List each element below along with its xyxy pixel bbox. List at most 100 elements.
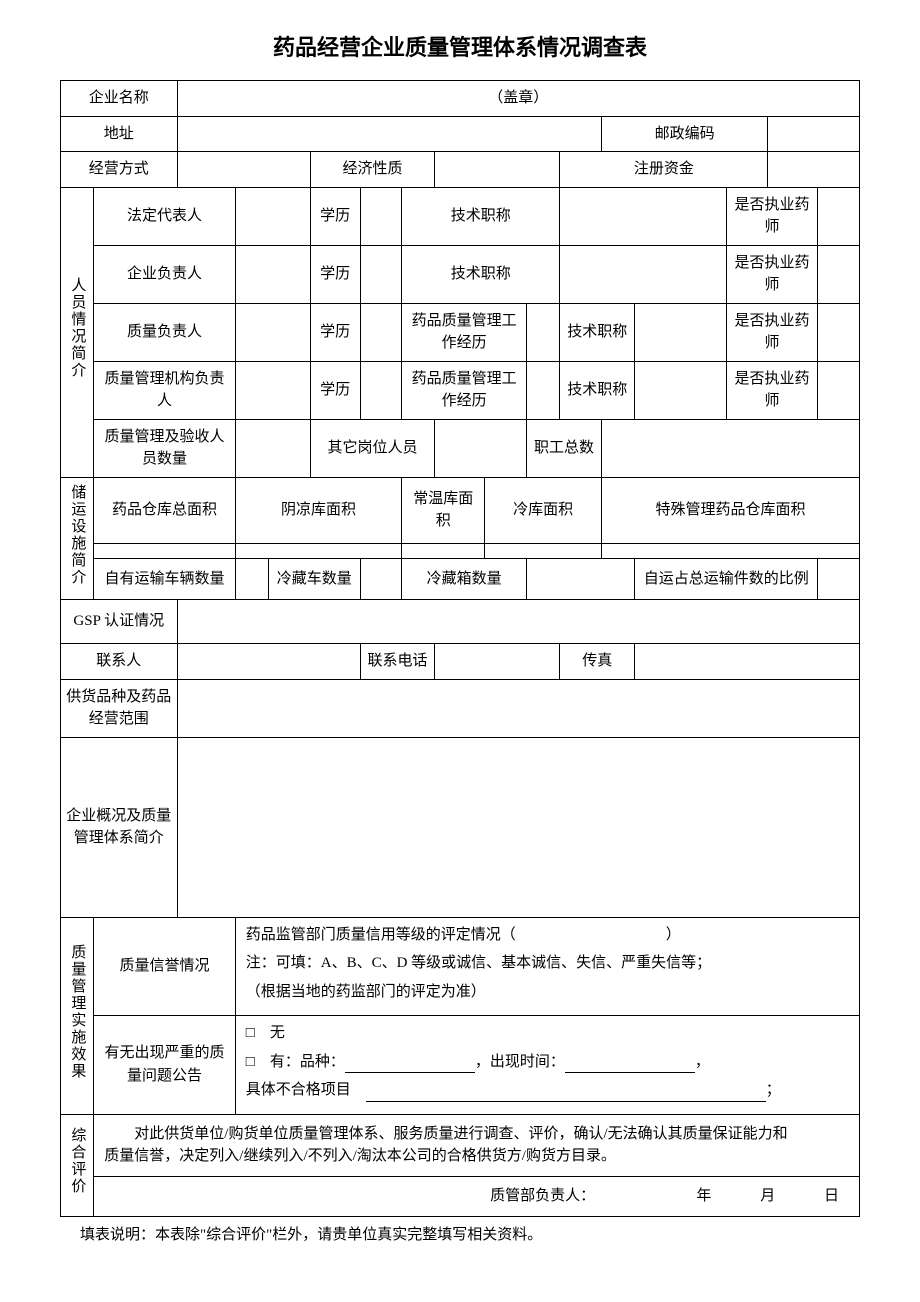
- warehouse-area-label: 药品仓库总面积: [94, 477, 235, 544]
- ent-overview-label: 企业概况及质量管理体系简介: [61, 737, 178, 917]
- qa-org-manager-pharmacist-cell[interactable]: [818, 361, 860, 419]
- legal-rep-title-cell[interactable]: [560, 187, 726, 245]
- signature-row[interactable]: 质管部负责人： 年 月 日: [94, 1176, 860, 1216]
- ent-manager-pharmacist-cell[interactable]: [818, 245, 860, 303]
- biz-mode-label: 经营方式: [61, 152, 178, 188]
- qa-staff-count-label: 质量管理及验收人员数量: [94, 419, 235, 477]
- company-name-label: 企业名称: [61, 81, 178, 117]
- qa-manager-label: 质量负责人: [94, 303, 235, 361]
- room-temp-area-cell[interactable]: [402, 544, 485, 559]
- cold-boxes-label: 冷藏箱数量: [402, 559, 527, 600]
- postal-cell[interactable]: [768, 116, 860, 152]
- self-ratio-label: 自运占总运输件数的比例: [635, 559, 818, 600]
- contact-label: 联系人: [61, 644, 178, 680]
- credit-line-2: 注：可填：A、B、C、D 等级或诚信、基本诚信、失信、严重失信等；: [246, 952, 855, 975]
- company-name-cell[interactable]: （盖章）: [177, 81, 860, 117]
- pharmacist-label-3: 是否执业药师: [726, 303, 818, 361]
- legal-rep-edu-cell[interactable]: [360, 187, 402, 245]
- qa-org-manager-exp-cell[interactable]: [527, 361, 560, 419]
- survey-table: 企业名称 （盖章） 地址 邮政编码 经营方式 经济性质 注册资金 人员情况简介 …: [60, 80, 860, 1217]
- supply-scope-label: 供货品种及药品经营范围: [61, 679, 178, 737]
- cool-area-label: 阴凉库面积: [235, 477, 401, 544]
- footer-note: 填表说明：本表除"综合评价"栏外，请贵单位真实完整填写相关资料。: [60, 1223, 860, 1244]
- cold-vehicles-label: 冷藏车数量: [269, 559, 361, 600]
- special-area-cell[interactable]: [601, 544, 859, 559]
- self-ratio-cell[interactable]: [818, 559, 860, 600]
- ent-overview-cell[interactable]: [177, 737, 860, 917]
- edu-label-3: 学历: [310, 303, 360, 361]
- credit-line-3: （根据当地的药监部门的评定为准）: [246, 981, 855, 1004]
- edu-label-2: 学历: [310, 245, 360, 303]
- tech-title-label-2: 技术职称: [402, 245, 560, 303]
- pharmacist-label-4: 是否执业药师: [726, 361, 818, 419]
- issues-label: 有无出现严重的质量问题公告: [94, 1016, 235, 1115]
- cold-boxes-cell[interactable]: [527, 559, 635, 600]
- contact-cell[interactable]: [177, 644, 360, 680]
- cold-vehicles-cell[interactable]: [360, 559, 402, 600]
- phone-cell[interactable]: [435, 644, 560, 680]
- qa-staff-count-cell[interactable]: [235, 419, 310, 477]
- pharmacist-label-1: 是否执业药师: [726, 187, 818, 245]
- gsp-cell[interactable]: [177, 600, 860, 644]
- qa-org-manager-label: 质量管理机构负责人: [94, 361, 235, 419]
- qa-manager-edu-cell[interactable]: [360, 303, 402, 361]
- legal-rep-pharmacist-cell[interactable]: [818, 187, 860, 245]
- tech-title-label: 技术职称: [402, 187, 560, 245]
- legal-rep-label: 法定代表人: [94, 187, 235, 245]
- issue-have-row[interactable]: □ 有：品种：，出现时间：，: [246, 1051, 855, 1074]
- own-vehicles-label: 自有运输车辆数量: [94, 559, 235, 600]
- special-area-label: 特殊管理药品仓库面积: [601, 477, 859, 544]
- overall-text-cell: 对此供货单位/购货单位质量管理体系、服务质量进行调查、评价，确认/无法确认其质量…: [94, 1114, 860, 1176]
- reg-capital-label: 注册资金: [560, 152, 768, 188]
- other-posts-cell[interactable]: [435, 419, 527, 477]
- reg-capital-cell[interactable]: [768, 152, 860, 188]
- overall-section-label: 综合评价: [61, 1114, 94, 1216]
- gsp-label: GSP 认证情况: [61, 600, 178, 644]
- drug-qa-exp-label-2: 药品质量管理工作经历: [402, 361, 527, 419]
- ent-manager-edu-cell[interactable]: [360, 245, 402, 303]
- qa-effect-section-label: 质量管理实施效果: [61, 917, 94, 1114]
- tech-title-label-4: 技术职称: [560, 361, 635, 419]
- issues-cell[interactable]: □ 无 □ 有：品种：，出现时间：， 具体不合格项目 ；: [235, 1016, 859, 1115]
- qa-org-manager-edu-cell[interactable]: [360, 361, 402, 419]
- credit-status-label: 质量信誉情况: [94, 917, 235, 1016]
- econ-nature-label: 经济性质: [310, 152, 435, 188]
- fax-cell[interactable]: [635, 644, 860, 680]
- qa-manager-exp-cell[interactable]: [527, 303, 560, 361]
- qa-manager-cell[interactable]: [235, 303, 310, 361]
- postal-label: 邮政编码: [601, 116, 767, 152]
- credit-line-1: 药品监管部门质量信用等级的评定情况（ ）: [246, 924, 855, 947]
- issue-none-row[interactable]: □ 无: [246, 1022, 855, 1045]
- cold-area-cell[interactable]: [485, 544, 602, 559]
- tech-title-label-3: 技术职称: [560, 303, 635, 361]
- legal-rep-cell[interactable]: [235, 187, 310, 245]
- econ-nature-cell[interactable]: [435, 152, 560, 188]
- own-vehicles-cell[interactable]: [235, 559, 268, 600]
- personnel-section-label: 人员情况简介: [61, 187, 94, 477]
- total-staff-cell[interactable]: [601, 419, 859, 477]
- qa-manager-pharmacist-cell[interactable]: [818, 303, 860, 361]
- total-staff-label: 职工总数: [527, 419, 602, 477]
- edu-label: 学历: [310, 187, 360, 245]
- qa-org-manager-cell[interactable]: [235, 361, 310, 419]
- ent-manager-label: 企业负责人: [94, 245, 235, 303]
- fax-label: 传真: [560, 644, 635, 680]
- address-cell[interactable]: [177, 116, 601, 152]
- pharmacist-label-2: 是否执业药师: [726, 245, 818, 303]
- address-label: 地址: [61, 116, 178, 152]
- biz-mode-cell[interactable]: [177, 152, 310, 188]
- edu-label-4: 学历: [310, 361, 360, 419]
- room-temp-area-label: 常温库面积: [402, 477, 485, 544]
- storage-section-label: 储运设施简介: [61, 477, 94, 600]
- phone-label: 联系电话: [360, 644, 435, 680]
- qa-org-manager-title-cell[interactable]: [635, 361, 727, 419]
- warehouse-area-cell[interactable]: [94, 544, 235, 559]
- supply-scope-cell[interactable]: [177, 679, 860, 737]
- other-posts-label: 其它岗位人员: [310, 419, 435, 477]
- issue-detail-row[interactable]: 具体不合格项目 ；: [246, 1079, 855, 1102]
- qa-manager-title-cell[interactable]: [635, 303, 727, 361]
- ent-manager-title-cell[interactable]: [560, 245, 726, 303]
- credit-status-cell[interactable]: 药品监管部门质量信用等级的评定情况（ ） 注：可填：A、B、C、D 等级或诚信、…: [235, 917, 859, 1016]
- cool-area-cell[interactable]: [235, 544, 401, 559]
- ent-manager-cell[interactable]: [235, 245, 310, 303]
